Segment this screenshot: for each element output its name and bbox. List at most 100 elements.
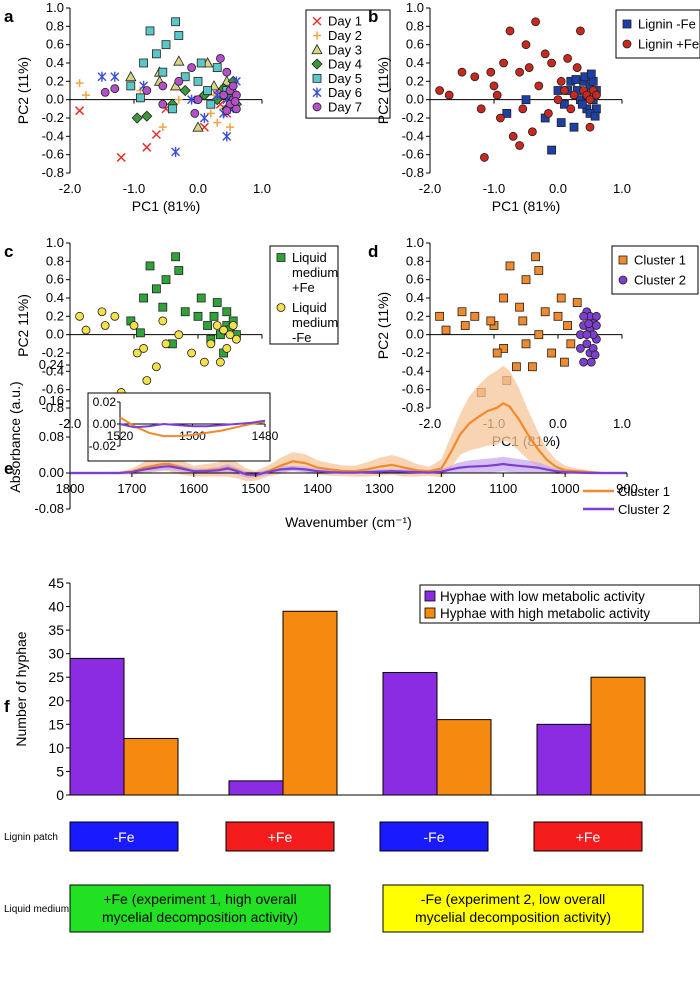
data-point <box>206 99 216 109</box>
data-point <box>212 321 222 330</box>
data-point <box>579 357 588 367</box>
data-point <box>212 63 222 72</box>
lignin-box-label: -Fe <box>114 829 135 845</box>
data-point <box>528 362 537 372</box>
data-point <box>521 40 531 50</box>
y-tick-label: 10 <box>48 740 64 756</box>
bar-low-1 <box>69 657 125 796</box>
x-tick-label: 1000 <box>551 481 580 496</box>
data-point <box>586 69 596 79</box>
data-point <box>444 90 454 100</box>
x-axis-label: PC1 (81%) <box>492 198 560 214</box>
data-point <box>151 362 161 372</box>
data-point <box>556 118 566 127</box>
legend-label: Day 4 <box>328 57 362 72</box>
y-tick-label: 40 <box>48 599 64 615</box>
data-point <box>226 123 234 132</box>
data-point <box>206 339 216 349</box>
data-point <box>187 94 197 105</box>
inset-x-tick-label: 1480 <box>252 429 279 443</box>
data-point <box>212 90 222 101</box>
x-tick-label: 1.0 <box>253 181 271 196</box>
data-point <box>515 67 524 77</box>
legend-box <box>615 9 700 59</box>
data-point <box>518 104 528 114</box>
data-point <box>572 298 582 307</box>
data-point <box>547 58 556 68</box>
y-tick-label: 0.6 <box>406 272 424 287</box>
data-point <box>171 146 181 157</box>
y-tick-label: -0.6 <box>402 147 424 162</box>
data-point <box>75 311 84 321</box>
data-point <box>158 302 168 312</box>
data-point <box>492 90 502 100</box>
y-tick-label: -0.4 <box>42 128 64 143</box>
lignin-patch-label: Lignin patch <box>4 832 58 843</box>
legend: Cluster 1 Cluster 2 <box>583 484 670 517</box>
x-tick-label: 1100 <box>489 481 517 496</box>
liquid-medium-row: Liquid medium +Fe (experiment 1, high ove… <box>4 884 644 933</box>
data-point <box>544 109 553 118</box>
data-point <box>505 26 515 36</box>
data-point <box>569 90 579 100</box>
data-point <box>489 81 499 91</box>
data-point <box>579 311 588 321</box>
data-point <box>515 141 524 150</box>
data-point <box>141 110 153 122</box>
data-point <box>231 334 241 344</box>
data-point <box>560 99 569 109</box>
legend-label: Cluster 1 <box>634 253 686 268</box>
data-point <box>125 70 137 82</box>
legend-marker <box>312 87 322 98</box>
y-tick-label: 0.0 <box>46 92 64 107</box>
data-point <box>566 339 576 349</box>
x-tick-label: 1800 <box>56 481 85 496</box>
y-tick-label: 30 <box>48 646 64 662</box>
data-point <box>222 344 232 353</box>
y-tick-label: 15 <box>48 716 64 732</box>
data-point <box>528 127 537 137</box>
data-point <box>476 104 486 114</box>
data-point <box>512 362 521 372</box>
series-lignin-fe <box>435 17 601 162</box>
liquid-box-line: mycelial decomposition activity) <box>102 909 298 925</box>
data-point <box>572 63 582 72</box>
data-point <box>590 350 600 360</box>
x-tick-label: 1600 <box>179 481 208 496</box>
data-point <box>566 104 576 114</box>
y-tick-label: 0.4 <box>46 290 64 305</box>
lignin-box-label: -Fe <box>424 829 445 845</box>
data-point <box>230 97 240 106</box>
data-point <box>126 81 136 91</box>
data-point <box>135 328 145 338</box>
data-point <box>540 49 550 59</box>
y-tick-label: 0.8 <box>406 253 424 268</box>
y-tick-label: 0.08 <box>39 429 64 444</box>
lignin-box-1 <box>69 821 179 852</box>
inset-y-tick-label: -0.02 <box>89 439 117 453</box>
y-tick-label: 0.6 <box>46 37 64 52</box>
data-point <box>139 293 149 303</box>
data-point <box>180 307 190 317</box>
data-point <box>206 109 215 118</box>
error-band-cluster-2 <box>70 456 627 478</box>
data-point <box>553 311 563 321</box>
bar-high-3 <box>436 719 492 796</box>
data-point <box>158 67 168 77</box>
y-axis-label: PC2 (11%) <box>15 57 31 124</box>
liquid-box-1 <box>69 884 331 933</box>
data-point <box>228 321 238 330</box>
data-point <box>174 95 183 104</box>
data-point <box>174 266 184 275</box>
legend-marker <box>311 43 323 55</box>
x-tick-label: 1700 <box>117 481 146 496</box>
data-point <box>582 339 592 349</box>
data-point <box>585 95 595 105</box>
x-tick-label: -1.0 <box>123 181 145 196</box>
lignin-box-4 <box>533 821 643 852</box>
data-point <box>158 99 168 109</box>
data-point <box>576 344 585 353</box>
y-tick-label: 1.0 <box>406 0 424 15</box>
data-point <box>524 63 534 72</box>
